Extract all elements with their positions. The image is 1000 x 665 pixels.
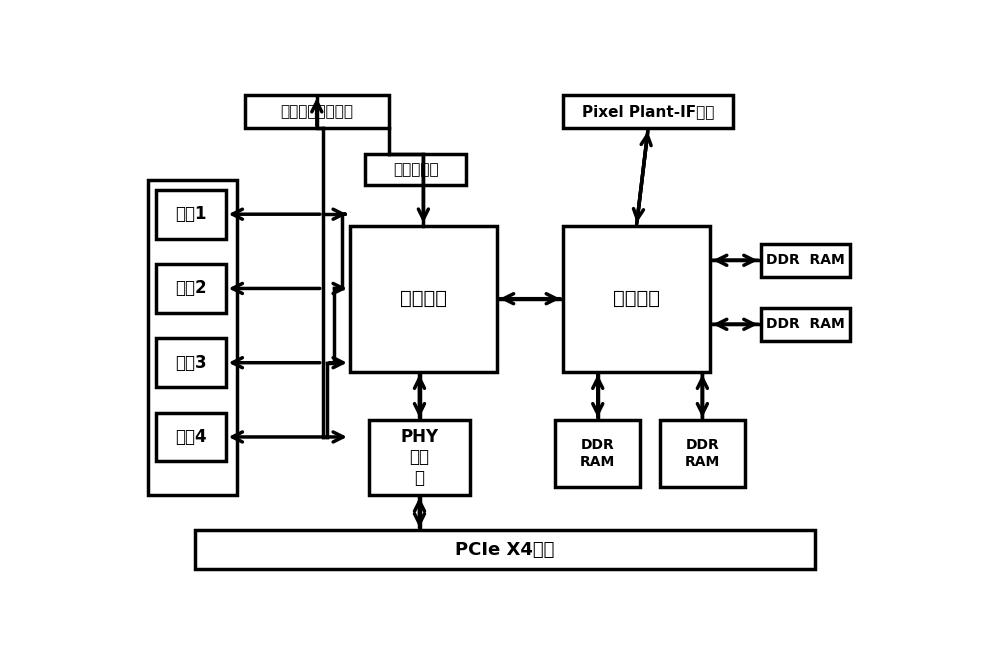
Text: 端口1: 端口1 <box>175 205 207 223</box>
Bar <box>148 180 237 495</box>
Bar <box>156 338 226 387</box>
Bar <box>156 190 226 239</box>
Text: DDR
RAM: DDR RAM <box>685 438 720 469</box>
Text: 端口4: 端口4 <box>175 428 207 446</box>
Bar <box>369 420 470 495</box>
Bar <box>195 531 815 569</box>
Bar <box>156 412 226 462</box>
Bar <box>563 225 710 372</box>
Bar <box>660 420 745 487</box>
Text: DDR  RAM: DDR RAM <box>766 317 844 331</box>
Text: 控制程序: 控制程序 <box>613 289 660 308</box>
Bar <box>761 243 850 277</box>
Text: 系统程序: 系统程序 <box>400 289 447 308</box>
Bar <box>563 95 733 128</box>
Text: DDR  RAM: DDR RAM <box>766 253 844 267</box>
Text: 端口2: 端口2 <box>175 279 207 297</box>
Bar <box>761 308 850 341</box>
Text: Pixel Plant-IF接口: Pixel Plant-IF接口 <box>582 104 714 119</box>
Bar <box>365 154 466 185</box>
Text: PCIe X4接口: PCIe X4接口 <box>455 541 554 559</box>
Bar <box>245 95 388 128</box>
Bar <box>350 225 497 372</box>
Text: 端口3: 端口3 <box>175 354 207 372</box>
Text: 以太网供电: 以太网供电 <box>393 162 438 177</box>
Text: DDR
RAM: DDR RAM <box>580 438 615 469</box>
Text: 外部条件触发接口: 外部条件触发接口 <box>280 104 353 119</box>
Bar <box>156 264 226 313</box>
Bar <box>555 420 640 487</box>
Text: PHY
收发
器: PHY 收发 器 <box>400 428 439 487</box>
